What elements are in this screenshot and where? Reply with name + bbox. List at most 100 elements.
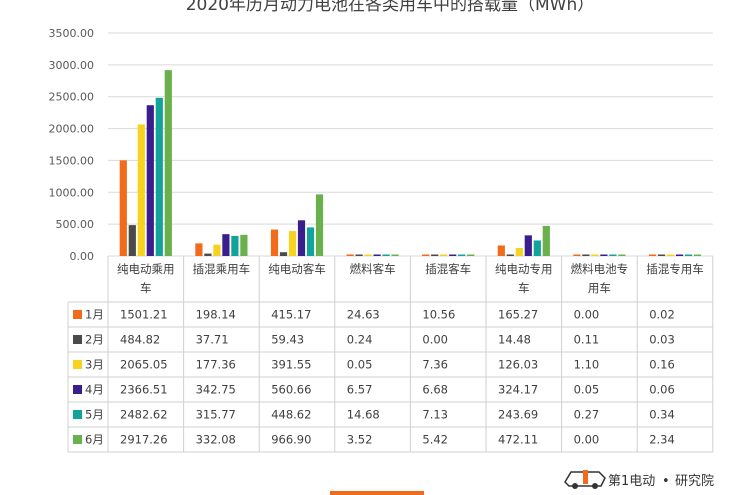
- bar: [582, 254, 590, 256]
- bar: [355, 254, 363, 256]
- data-label: 0.34: [649, 408, 675, 422]
- bar: [542, 225, 550, 256]
- data-label: 966.90: [271, 433, 311, 447]
- data-label: 0.06: [649, 383, 675, 397]
- bar: [431, 254, 439, 256]
- data-label: 6.57: [347, 383, 373, 397]
- bar: [146, 105, 154, 256]
- grid-lines: [108, 32, 713, 257]
- y-tick-label: 0.00: [70, 250, 95, 263]
- data-label: 448.62: [271, 408, 311, 422]
- legend-swatch: [73, 410, 82, 419]
- category-label: 燃料客车: [350, 262, 396, 276]
- category-label: 燃料电池专用车: [571, 262, 629, 295]
- bar: [346, 254, 354, 256]
- bar: [137, 124, 145, 256]
- data-label: 24.63: [347, 308, 380, 322]
- bar: [391, 254, 399, 256]
- data-label: 37.71: [196, 333, 229, 347]
- data-label: 2482.62: [120, 408, 168, 422]
- data-label: 2065.05: [120, 358, 168, 372]
- data-label: 415.17: [271, 308, 311, 322]
- bar: [270, 229, 279, 256]
- y-axis-ticks: 0.00 500.00 1000.00 1500.00 2000.00 2500.00 30…: [49, 27, 95, 263]
- data-label: 0.05: [574, 383, 600, 397]
- legend-label: 1月: [85, 308, 104, 322]
- bar: [449, 254, 457, 256]
- data-label: 1501.21: [120, 308, 168, 322]
- y-tick-label: 1000.00: [49, 186, 95, 199]
- bar: [524, 235, 532, 256]
- bar: [382, 254, 390, 256]
- bar: [675, 254, 684, 256]
- data-label: 0.02: [649, 308, 675, 322]
- bar: [297, 220, 306, 256]
- bar: [240, 234, 248, 256]
- bar: [467, 254, 475, 256]
- data-label: 2366.51: [120, 383, 168, 397]
- category-label: 插混专用车: [646, 262, 704, 276]
- data-label: 10.56: [422, 308, 455, 322]
- data-label: 14.68: [347, 408, 380, 422]
- legend-swatch: [73, 310, 82, 319]
- accent-bar: [330, 491, 424, 495]
- category-label: 纯电动专用车: [495, 262, 553, 295]
- data-label: 472.11: [498, 433, 538, 447]
- data-label: 126.03: [498, 358, 538, 372]
- bar: [648, 254, 657, 256]
- data-label: 391.55: [271, 358, 311, 372]
- data-label: 0.16: [649, 358, 675, 372]
- y-tick-label: 2500.00: [49, 91, 95, 104]
- bar: [373, 254, 381, 256]
- bar: [533, 240, 541, 256]
- bar: [315, 194, 324, 256]
- legend-label: 5月: [85, 408, 104, 422]
- data-label: 198.14: [196, 308, 236, 322]
- bar: [306, 227, 315, 256]
- data-label: 315.77: [196, 408, 236, 422]
- watermark-suffix: 研究院: [675, 474, 714, 489]
- bar: [684, 254, 693, 256]
- y-tick-label: 2000.00: [49, 123, 95, 136]
- data-label: 7.13: [422, 408, 448, 422]
- bar: [119, 160, 127, 256]
- bar: [618, 254, 626, 256]
- bar: [231, 235, 239, 256]
- legend-swatch: [73, 360, 82, 369]
- bars-layer: [119, 70, 702, 256]
- data-label: 0.24: [347, 333, 373, 347]
- data-label: 332.08: [196, 433, 236, 447]
- data-label: 0.00: [574, 308, 600, 322]
- data-label: 484.82: [120, 333, 160, 347]
- data-label: 7.36: [422, 358, 448, 372]
- legend-label: 6月: [85, 433, 104, 447]
- logo-icon: [564, 470, 606, 489]
- data-label: 59.43: [271, 333, 304, 347]
- bar: [591, 254, 599, 256]
- brand-watermark: 第1电动 • 研究院: [564, 470, 714, 489]
- bar: [222, 234, 230, 256]
- category-label: 纯电动客车: [268, 262, 326, 276]
- legend-label: 2月: [85, 333, 104, 347]
- bar: [458, 254, 466, 256]
- bar: [128, 225, 136, 256]
- data-label: 560.66: [271, 383, 311, 397]
- bar: [279, 252, 288, 256]
- bar: [657, 254, 666, 256]
- watermark-dot: •: [662, 474, 670, 489]
- bar: [155, 97, 163, 256]
- y-tick-label: 3000.00: [49, 59, 95, 72]
- data-label: 0.00: [422, 333, 448, 347]
- y-tick-label: 3500.00: [49, 27, 95, 40]
- bar: [364, 254, 372, 256]
- bar: [422, 254, 430, 256]
- legend-swatch: [73, 435, 82, 444]
- legend-swatch: [73, 385, 82, 394]
- data-label: 6.68: [422, 383, 448, 397]
- bar: [600, 254, 608, 256]
- bar: [573, 254, 581, 256]
- data-label: 0.11: [574, 333, 600, 347]
- data-label: 0.03: [649, 333, 675, 347]
